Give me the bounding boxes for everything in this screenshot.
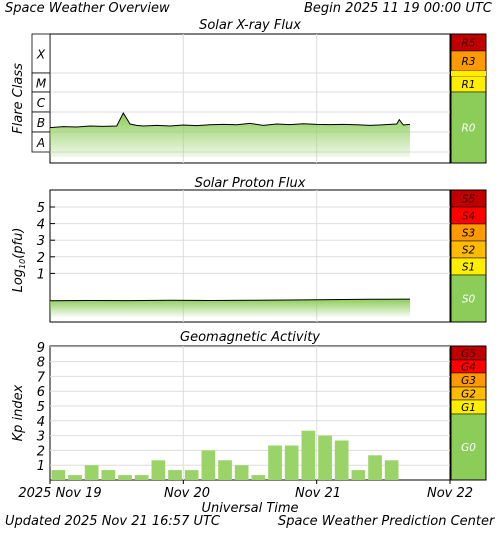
x-tick-label: Nov 22 — [427, 486, 473, 501]
kp-bar — [51, 470, 66, 480]
x-tick-label: Nov 20 — [164, 486, 210, 501]
y-tick-label: 3 — [37, 234, 45, 249]
kp-bar — [134, 475, 149, 480]
y-tick-label: 4 — [37, 218, 45, 233]
scale-label: R1 — [462, 79, 476, 91]
x-tick-label: 2025 Nov 19 — [18, 486, 101, 501]
y-tick-label: 2 — [37, 251, 45, 266]
scale-label: G1 — [461, 402, 476, 414]
flare-class-label: A — [36, 136, 45, 150]
chart-title: Solar Proton Flux — [195, 176, 306, 191]
flare-class-label: B — [37, 116, 45, 130]
flare-class-label: X — [36, 48, 46, 62]
kp-bar — [218, 460, 232, 480]
x-axis-title: Universal Time — [201, 501, 298, 516]
y-axis-title-rest: (pfu) — [11, 228, 26, 259]
kp-bar — [201, 450, 216, 480]
kp-bar — [301, 430, 316, 480]
scale-label: G0 — [461, 442, 476, 454]
begin-label: Begin — [304, 1, 342, 16]
xray-flux-line — [49, 111, 411, 129]
scale-label: S2 — [462, 245, 476, 257]
scale-label: G2 — [461, 389, 476, 401]
kp-bar — [268, 445, 282, 480]
y-axis-title: Log10(pfu) — [11, 228, 27, 293]
y-axis-title-sub: 10 — [18, 259, 27, 269]
scale-level-gap — [451, 71, 486, 76]
scale-level-g0 — [450, 413, 487, 481]
xray-flux-area — [50, 113, 410, 163]
begin-value: 2025 11 19 00:00 UTC — [345, 1, 492, 16]
y-tick-label: 7 — [37, 370, 46, 385]
kp-bar — [284, 445, 299, 480]
kp-bar — [384, 460, 399, 480]
y-axis-title: Flare Class — [11, 63, 26, 134]
scale-frame — [450, 33, 487, 164]
updated-label: Updated — [5, 514, 61, 529]
flare-class-label: C — [37, 96, 46, 110]
scale-label: G4 — [461, 362, 476, 374]
chart-title: Solar X-ray Flux — [199, 18, 301, 33]
kp-bar — [118, 475, 132, 480]
scale-label: S3 — [462, 228, 475, 240]
y-tick-label: 2 — [37, 444, 45, 459]
kp-bar — [168, 470, 182, 480]
y-tick-label: 1 — [37, 459, 45, 474]
kp-bar — [351, 470, 366, 480]
flare-class-label: M — [36, 77, 47, 91]
scale-label: S0 — [462, 294, 476, 306]
y-tick-label: 9 — [37, 341, 45, 356]
scale-label: S1 — [462, 262, 475, 274]
y-tick-label: 6 — [37, 385, 45, 400]
y-tick-label: 4 — [37, 415, 45, 430]
scale-label: S5 — [462, 194, 476, 206]
kp-bar — [368, 455, 382, 480]
kp-bar — [184, 470, 199, 480]
plot-area-3 — [49, 345, 451, 481]
scale-label: R3 — [462, 56, 476, 68]
updated-time: Updated 2025 Nov 21 16:57 UTC — [5, 514, 220, 529]
x-tick-label: Nov 21 — [295, 486, 341, 501]
chart-title: Geomagnetic Activity — [180, 330, 320, 345]
y-tick-label: 1 — [37, 267, 45, 282]
scale-frame — [450, 189, 487, 323]
source-credit: Space Weather Prediction Center — [278, 514, 495, 529]
kp-bar — [334, 440, 349, 480]
proton-flux-area — [50, 299, 410, 318]
proton-flux-line — [49, 298, 411, 302]
scale-label: S4 — [462, 211, 475, 223]
y-tick-label: 8 — [37, 356, 45, 371]
scale-frame — [450, 345, 487, 481]
kp-bar — [151, 460, 166, 480]
kp-bar — [318, 435, 332, 480]
y-axis-title: Kp index — [11, 384, 26, 441]
page-title: Space Weather Overview — [5, 1, 170, 16]
kp-bar — [234, 465, 249, 480]
scale-label: G3 — [461, 375, 476, 387]
begin-time: Begin 2025 11 19 00:00 UTC — [304, 1, 492, 16]
y-tick-label: 3 — [37, 430, 45, 445]
y-tick-label: 5 — [37, 201, 45, 216]
updated-value: 2025 Nov 21 16:57 UTC — [64, 514, 221, 529]
kp-bar — [101, 470, 116, 480]
kp-bar — [251, 475, 266, 480]
y-axis-title-main: Log — [11, 269, 26, 292]
kp-bar — [68, 475, 82, 480]
y-tick-label: 5 — [37, 400, 45, 415]
scale-label: R5 — [462, 38, 476, 50]
scale-label: R0 — [462, 123, 476, 135]
scale-label: G5 — [461, 348, 476, 360]
kp-bar — [84, 465, 99, 480]
